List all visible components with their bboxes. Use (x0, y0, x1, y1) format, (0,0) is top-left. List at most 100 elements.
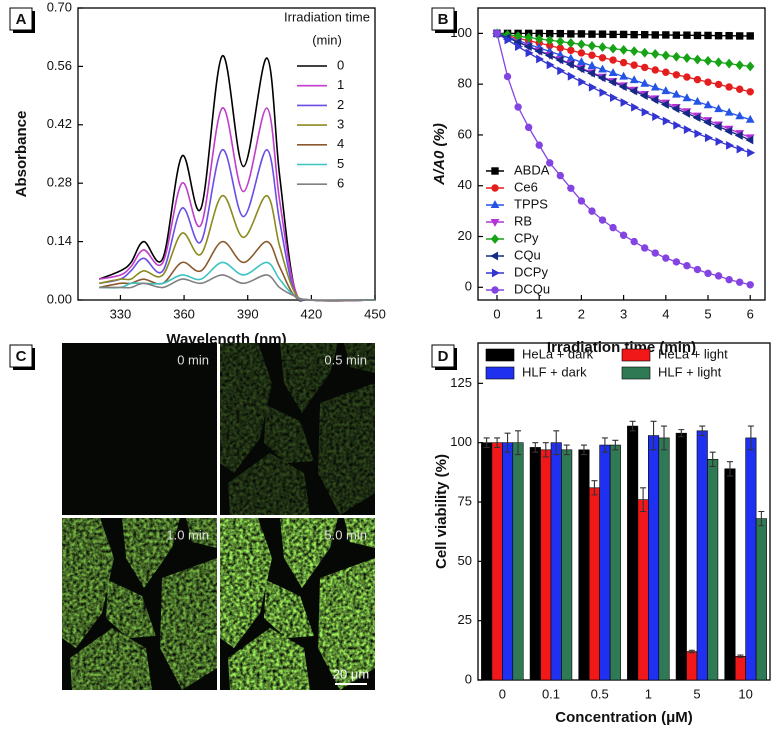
marker (660, 100, 669, 109)
x-tick-label: 450 (364, 306, 386, 321)
marker (567, 184, 575, 192)
marker (599, 88, 608, 97)
marker (661, 50, 670, 61)
legend-label: CPy (514, 230, 539, 245)
x-tick-label: 330 (110, 306, 132, 321)
marker (745, 135, 754, 145)
legend-label: 4 (337, 136, 344, 151)
marker (735, 32, 744, 40)
marker (619, 71, 628, 80)
error-bar (640, 487, 647, 513)
cell (318, 558, 375, 690)
marker (609, 30, 617, 39)
marker (714, 272, 723, 280)
marker (704, 133, 713, 143)
marker (736, 144, 745, 154)
marker (490, 200, 500, 209)
y-axis-label: Absorbance (13, 111, 30, 198)
marker (534, 46, 543, 56)
legend-label: 1 (337, 77, 344, 92)
x-tick-label: 5 (693, 686, 700, 701)
cell (344, 518, 375, 548)
marker (746, 32, 754, 40)
legend-label: HeLa + light (658, 346, 728, 361)
legend-label: DCQu (514, 281, 550, 296)
bar (578, 449, 590, 681)
legend-label: ABDA (514, 162, 550, 177)
plot-frame (477, 7, 766, 301)
marker (555, 55, 564, 65)
marker (609, 56, 617, 64)
marker (651, 49, 660, 59)
x-tick-label: 4 (662, 306, 669, 321)
marker (694, 129, 703, 139)
marker (490, 251, 499, 261)
marker (491, 286, 499, 294)
bar (609, 444, 621, 681)
cell-group (220, 518, 375, 690)
cell (160, 558, 217, 690)
marker (557, 66, 566, 76)
x-tick-label: 2 (578, 306, 585, 321)
marker (577, 39, 586, 50)
bar (550, 442, 562, 681)
y-tick-label: 40 (458, 177, 472, 192)
panel-label-box (9, 344, 33, 368)
marker (693, 96, 702, 105)
marker (609, 223, 617, 232)
marker (703, 100, 713, 109)
marker (662, 116, 671, 126)
marker (724, 107, 734, 116)
marker (514, 103, 522, 111)
marker (703, 55, 713, 66)
cell (220, 518, 272, 648)
bar (491, 442, 503, 681)
legend-swatch (621, 366, 651, 380)
cell (62, 518, 114, 648)
cell (344, 343, 375, 373)
bar (686, 651, 698, 681)
legend-label: 2 (337, 97, 344, 112)
frame-label: 5.0 min (324, 527, 367, 542)
marker (683, 31, 691, 39)
y-tick-label: 0.56 (47, 58, 72, 73)
y-tick-label: 125 (450, 375, 472, 390)
error-bar (591, 480, 598, 496)
error-bar (494, 437, 501, 448)
x-tick-label: 0.5 (591, 686, 609, 701)
marker (672, 71, 681, 79)
marker (631, 102, 640, 112)
marker (598, 42, 607, 53)
error-bar (553, 430, 560, 456)
bar (561, 449, 573, 681)
marker (587, 40, 597, 51)
y-tick-label: 100 (450, 434, 472, 449)
legend-label: HLF + light (658, 364, 722, 379)
marker (650, 82, 660, 91)
cell (122, 518, 180, 588)
marker (704, 31, 712, 40)
marker (671, 104, 680, 114)
frame-label: 1.0 min (166, 527, 209, 542)
marker (629, 86, 638, 96)
marker (734, 131, 743, 140)
error-bar (601, 437, 608, 453)
cell (228, 628, 310, 690)
marker (652, 112, 661, 122)
cell-group (62, 518, 217, 690)
panel-label-box (431, 344, 455, 368)
cell (186, 518, 217, 548)
marker (682, 93, 692, 102)
panel-label-box (9, 7, 33, 31)
marker (714, 31, 723, 40)
marker (641, 107, 650, 117)
plot-frame (477, 342, 771, 681)
marker (693, 265, 702, 274)
marker (725, 31, 733, 40)
marker (725, 275, 733, 284)
legend-title: (min) (312, 32, 342, 47)
error-bar (612, 439, 619, 451)
error-bar (532, 442, 539, 453)
legend-label: CQu (514, 247, 541, 262)
error-bar (688, 649, 695, 654)
